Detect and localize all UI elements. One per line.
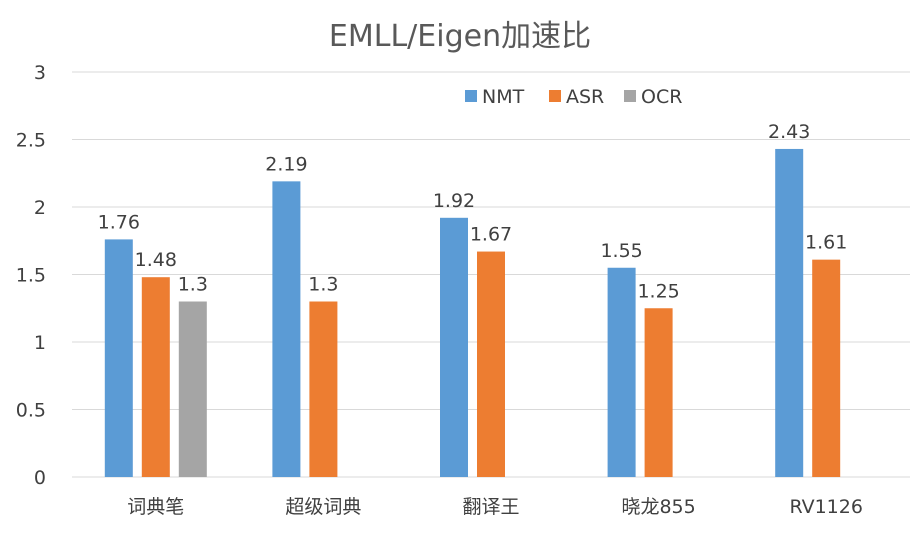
bar-asr <box>309 301 338 477</box>
data-label: 1.92 <box>433 190 475 212</box>
x-tick-label: 超级词典 <box>285 496 361 518</box>
data-label: 1.67 <box>470 224 512 246</box>
bar-asr <box>644 308 673 477</box>
y-tick-label: 2.5 <box>16 130 46 152</box>
data-label: 1.3 <box>178 274 208 296</box>
data-label: 1.61 <box>805 232 847 254</box>
data-label: 1.48 <box>135 249 177 271</box>
chart-title: EMLL/Eigen加速比 <box>329 19 591 54</box>
y-tick-label: 0.5 <box>16 400 46 422</box>
legend-swatch <box>624 90 636 102</box>
legend-swatch <box>465 90 477 102</box>
bar-asr <box>812 259 841 477</box>
legend-label: NMT <box>482 86 525 108</box>
data-label: 1.3 <box>308 274 338 296</box>
bars <box>104 148 841 478</box>
y-tick-label: 2 <box>34 197 46 219</box>
legend: NMT ASR OCR <box>465 86 682 108</box>
bar-nmt <box>104 239 133 477</box>
bar-nmt <box>607 267 636 477</box>
x-tick-label: 晓龙855 <box>621 496 695 518</box>
bar-asr <box>141 277 170 477</box>
y-tick-label: 0 <box>34 467 46 489</box>
bar-asr <box>477 251 505 477</box>
x-tick-label: 词典笔 <box>127 496 184 518</box>
legend-label: ASR <box>566 86 604 108</box>
data-label: 2.19 <box>265 153 307 175</box>
data-labels: 1.761.481.32.191.31.921.671.551.252.431.… <box>98 121 848 302</box>
data-label: 1.55 <box>600 240 642 262</box>
data-label: 2.43 <box>768 121 810 143</box>
y-tick-label: 1.5 <box>16 265 46 287</box>
x-tick-label: 翻译王 <box>462 496 519 518</box>
legend-swatch <box>549 90 561 102</box>
bar-nmt <box>272 181 301 477</box>
x-tick-label: RV1126 <box>789 496 863 518</box>
legend-label: OCR <box>641 86 682 108</box>
data-label: 1.25 <box>637 280 679 302</box>
bar-ocr <box>178 301 207 477</box>
legend-item-asr: ASR <box>549 86 604 108</box>
data-label: 1.76 <box>98 211 140 233</box>
bar-nmt <box>775 148 804 477</box>
y-axis-ticks: 0 0.5 1 1.5 2 2.5 3 <box>16 62 46 489</box>
legend-item-nmt: NMT <box>465 86 525 108</box>
y-tick-label: 1 <box>34 332 46 354</box>
y-tick-label: 3 <box>34 62 46 84</box>
legend-item-ocr: OCR <box>624 86 682 108</box>
x-axis-ticks: 词典笔 超级词典 翻译王 晓龙855 RV1126 <box>127 496 863 518</box>
bar-nmt <box>440 217 468 478</box>
